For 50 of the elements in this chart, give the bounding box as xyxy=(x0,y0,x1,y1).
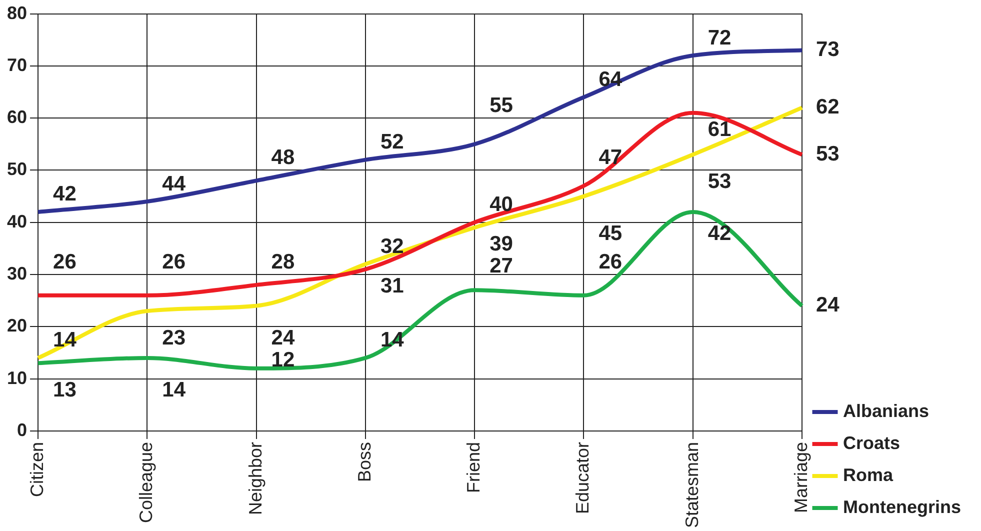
y-tick-label: 80 xyxy=(6,2,28,23)
data-label: 42 xyxy=(53,182,76,206)
data-label: 42 xyxy=(708,222,732,246)
data-label: 55 xyxy=(490,94,514,117)
data-label: 62 xyxy=(816,95,840,118)
data-label: 53 xyxy=(708,170,732,194)
x-tick-label: Colleague xyxy=(136,442,156,524)
y-tick-label: 0 xyxy=(17,420,28,440)
y-tick-label: 20 xyxy=(6,316,28,336)
data-label: 26 xyxy=(53,250,76,274)
data-label: 28 xyxy=(271,250,295,274)
legend-label: Albanians xyxy=(843,400,930,421)
data-label: 52 xyxy=(380,130,404,154)
x-tick-label: Educator xyxy=(572,442,593,514)
y-tick-label: 50 xyxy=(6,159,28,180)
x-tick-label: Neighbor xyxy=(245,442,266,515)
legend-label: Roma xyxy=(843,464,894,485)
x-tick-label: Friend xyxy=(464,442,484,493)
data-label: 14 xyxy=(162,378,186,402)
data-label: 44 xyxy=(162,172,186,196)
data-label: 48 xyxy=(271,146,295,170)
x-tick-label: Marriage xyxy=(790,442,811,513)
y-tick-label: 30 xyxy=(6,263,28,284)
data-label: 23 xyxy=(162,326,186,350)
data-label: 39 xyxy=(490,232,513,256)
legend-label: Montenegrins xyxy=(843,496,962,517)
y-tick-label: 10 xyxy=(6,368,28,388)
y-tick-label: 40 xyxy=(6,211,28,232)
data-label: 47 xyxy=(598,146,622,170)
data-label: 53 xyxy=(816,142,840,166)
data-label: 27 xyxy=(490,254,513,278)
x-tick-label: Statesman xyxy=(682,442,702,528)
data-label: 26 xyxy=(598,250,622,274)
data-label: 73 xyxy=(816,38,840,62)
data-label: 72 xyxy=(708,26,732,50)
x-tick-label: Citizen xyxy=(26,442,47,497)
data-label: 24 xyxy=(271,326,295,350)
data-label: 31 xyxy=(380,274,404,298)
y-tick-label: 70 xyxy=(6,54,28,75)
legend-label: Croats xyxy=(843,432,900,453)
data-label: 12 xyxy=(271,348,295,372)
data-label: 45 xyxy=(598,222,622,246)
data-label: 26 xyxy=(162,250,186,274)
x-tick-label: Boss xyxy=(354,442,374,482)
data-label: 32 xyxy=(380,234,404,258)
data-label: 13 xyxy=(53,378,76,402)
data-label: 61 xyxy=(708,118,732,141)
data-label: 24 xyxy=(816,294,840,317)
y-tick-label: 60 xyxy=(6,107,28,128)
data-label: 40 xyxy=(490,193,513,216)
